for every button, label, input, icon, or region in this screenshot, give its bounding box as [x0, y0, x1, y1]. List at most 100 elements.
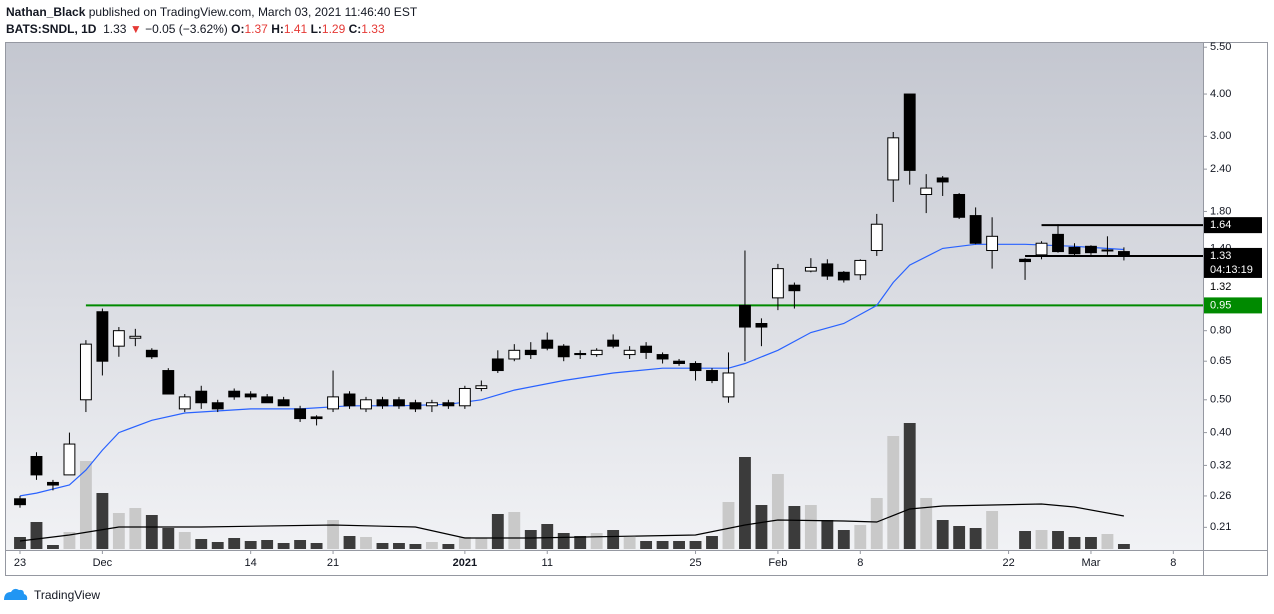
- volume-bar: [14, 537, 26, 549]
- candle: [870, 213, 883, 256]
- candle: [623, 346, 636, 359]
- volume-bar: [755, 505, 768, 549]
- candle-body: [491, 358, 504, 372]
- candle: [673, 358, 685, 366]
- candle-body: [903, 93, 916, 171]
- candle: [969, 207, 982, 245]
- volume-bar: [903, 423, 916, 549]
- y-tick-label: 0.50: [1210, 394, 1231, 406]
- candle: [409, 399, 422, 413]
- x-tick-label: 8: [857, 557, 863, 569]
- volume-bar: [47, 545, 59, 549]
- volume-bar: [689, 541, 702, 549]
- candle-body: [425, 402, 438, 407]
- volume-bar: [640, 541, 653, 549]
- candle: [920, 174, 933, 214]
- legend-line: BATS:SNDL, 1D 1.33 ▼ −0.05 (−3.62%) O:1.…: [6, 22, 385, 36]
- volume-bar: [969, 528, 982, 549]
- volume-bar: [821, 520, 834, 549]
- volume-bar: [607, 530, 620, 549]
- y-tick-label: 1.80: [1210, 205, 1231, 217]
- price-label: 1.32: [1210, 281, 1231, 293]
- volume-bar: [804, 505, 817, 549]
- candle-body: [755, 323, 768, 328]
- candle: [837, 271, 850, 283]
- candle: [178, 394, 191, 413]
- candle-body: [129, 335, 142, 339]
- symbol: BATS:SNDL, 1D: [6, 22, 97, 36]
- candle-body: [557, 345, 570, 358]
- candle-body: [771, 268, 784, 299]
- candle-body: [96, 311, 109, 362]
- candle-body: [574, 352, 587, 356]
- volume-bar: [442, 544, 455, 549]
- candle-body: [936, 177, 949, 183]
- volume-bar: [771, 474, 784, 549]
- candle-body: [442, 402, 455, 407]
- candle: [228, 388, 241, 400]
- candle: [936, 176, 949, 196]
- volume-bar: [79, 461, 92, 549]
- candle-body: [112, 330, 125, 347]
- candle-body: [739, 304, 751, 328]
- candle-body: [788, 284, 801, 292]
- volume-bar: [953, 526, 966, 549]
- candle-body: [673, 360, 685, 364]
- candle: [887, 131, 900, 202]
- volume-bar: [1052, 531, 1064, 549]
- volume-bar: [145, 515, 158, 549]
- candle: [1085, 245, 1097, 255]
- candle: [508, 344, 521, 362]
- candle-body: [887, 137, 900, 181]
- candle: [277, 396, 290, 407]
- candle: [442, 399, 455, 409]
- candle-body: [228, 390, 241, 398]
- candle: [854, 259, 867, 280]
- candle: [788, 282, 801, 309]
- candle-body: [689, 362, 702, 372]
- volume-bar: [310, 543, 323, 549]
- candle: [327, 370, 339, 413]
- candle: [640, 342, 653, 359]
- frame: [5, 42, 1268, 576]
- candle: [294, 405, 307, 422]
- close: 1.33: [361, 22, 385, 36]
- candle-body: [409, 402, 422, 410]
- candle-body: [458, 387, 471, 407]
- price-label-box: [1204, 297, 1262, 314]
- candle: [722, 352, 735, 403]
- candle-body: [986, 235, 999, 252]
- candle: [458, 385, 471, 409]
- candle-body: [244, 393, 257, 398]
- o-label: O:: [231, 22, 245, 36]
- volume-bar: [63, 532, 76, 549]
- candle: [162, 368, 175, 395]
- candle-body: [607, 339, 620, 347]
- x-tick-label: 23: [14, 557, 26, 569]
- volume-ma: [19, 503, 1125, 542]
- volume-bar: [1068, 537, 1081, 549]
- candle-body: [640, 345, 653, 353]
- candle-body: [870, 223, 883, 252]
- candle: [425, 399, 438, 413]
- candle: [986, 217, 999, 269]
- volume-bar: [936, 520, 949, 549]
- candle-body: [524, 349, 537, 356]
- candle-body: [343, 393, 356, 407]
- candle-body: [393, 399, 405, 407]
- volume-bar: [294, 540, 307, 549]
- candle: [129, 328, 142, 347]
- published: published on TradingView.com, March 03, …: [88, 5, 418, 19]
- volume-bar: [244, 541, 257, 549]
- candle-body: [1068, 246, 1081, 255]
- y-tick-label: 0.32: [1210, 459, 1231, 471]
- candle-body: [294, 408, 307, 420]
- candle-body: [14, 498, 26, 506]
- volume-bar: [360, 537, 372, 549]
- candle-body: [79, 343, 92, 401]
- volume-bar: [211, 542, 224, 549]
- candle-body: [162, 370, 175, 395]
- candle: [30, 452, 43, 480]
